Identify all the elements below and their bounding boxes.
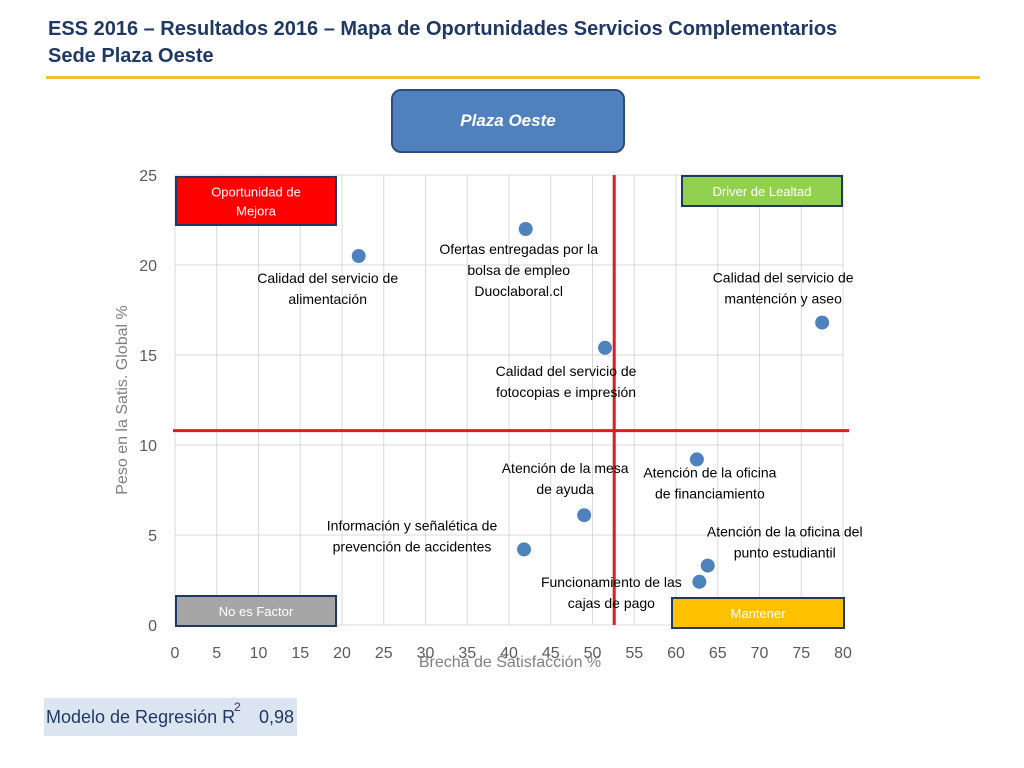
y-tick-label: 5 (148, 528, 157, 545)
point-label: prevención de accidentes (333, 538, 492, 554)
quadrant-no-es-factor-label: No es Factor (219, 604, 294, 619)
point-label: Duoclaboral.cl (474, 283, 563, 299)
y-tick-label: 20 (139, 258, 157, 275)
x-tick-label: 55 (625, 645, 643, 662)
point-label: alimentación (288, 291, 367, 307)
point-label: Atención de la mesa (502, 460, 629, 476)
y-tick-label: 25 (139, 168, 157, 185)
x-tick-label: 40 (500, 645, 518, 662)
point-label: Ofertas entregadas por la (439, 241, 598, 257)
quadrant-oportunidad-de-mejora-label: Mejora (236, 204, 277, 219)
x-tick-label: 70 (751, 645, 769, 662)
y-tick-label: 0 (148, 618, 157, 635)
x-tick-label: 50 (584, 645, 602, 662)
title-line-1: ESS 2016 – Resultados 2016 – Mapa de Opo… (48, 18, 838, 40)
x-tick-label: 0 (171, 645, 180, 662)
data-point (577, 508, 592, 523)
point-label: bolsa de empleo (467, 262, 570, 278)
x-axis-title: Brecha de Satisfacción % (419, 654, 601, 671)
data-point (518, 222, 533, 236)
quadrant-oportunidad-de-mejora-label: Oportunidad de (211, 185, 301, 200)
data-point (689, 452, 704, 467)
data-point (598, 340, 613, 355)
quadrant-mantener (671, 597, 845, 629)
point-label: fotocopias e impresión (496, 384, 636, 400)
point-label: de ayuda (536, 481, 594, 497)
x-tick-label: 20 (333, 645, 351, 662)
x-tick-label: 80 (834, 645, 852, 662)
y-tick-label: 15 (139, 348, 157, 365)
data-point (351, 249, 366, 263)
data-point (815, 315, 830, 330)
plaza-oeste-button[interactable]: Plaza Oeste (391, 89, 625, 153)
x-tick-label: 60 (667, 645, 685, 662)
point-label: Atención de la oficina del (707, 524, 863, 540)
x-tick-label: 10 (250, 645, 268, 662)
point-label: Atención de la oficina (643, 464, 776, 480)
x-tick-label: 45 (542, 645, 560, 662)
x-tick-label: 35 (458, 645, 476, 662)
quadrant-mantener-label: Mantener (731, 606, 787, 621)
x-tick-label: 30 (417, 645, 435, 662)
title-rule (46, 76, 980, 79)
point-label: de financiamiento (655, 485, 765, 501)
y-tick-label: 10 (139, 438, 157, 455)
x-tick-label: 5 (212, 645, 221, 662)
regression-value: 0,98 (259, 707, 295, 727)
data-point (700, 558, 715, 573)
point-label: Funcionamiento de las (541, 574, 682, 590)
regression-superscript: 2 (234, 700, 241, 714)
quadrant-oportunidad-de-mejora (175, 176, 337, 226)
x-tick-label: 75 (792, 645, 810, 662)
data-point (692, 574, 707, 589)
point-label: cajas de pago (568, 595, 655, 611)
point-label: Calidad del servicio de (257, 270, 398, 286)
title-line-2: Sede Plaza Oeste (48, 45, 214, 67)
point-label: Información y señalética de (327, 517, 498, 533)
quadrant-driver-de-lealtad-label: Driver de Lealtad (713, 184, 812, 199)
x-tick-label: 25 (375, 645, 393, 662)
y-axis-title: Peso en la Satis. Global % (114, 305, 131, 494)
regression-box: Modelo de Regresión R 2 0,98 (44, 698, 297, 736)
point-label: mantención y aseo (724, 291, 842, 307)
point-label: punto estudiantil (734, 545, 836, 561)
x-tick-label: 65 (709, 645, 727, 662)
quadrant-driver-de-lealtad (681, 175, 843, 207)
x-tick-label: 15 (291, 645, 309, 662)
page-title: ESS 2016 – Resultados 2016 – Mapa de Opo… (48, 16, 978, 70)
point-label: Calidad del servicio de (496, 363, 637, 379)
quadrant-no-es-factor (175, 595, 337, 627)
point-label: Calidad del servicio de (713, 270, 854, 286)
regression-label: Modelo de Regresión R (46, 707, 236, 727)
data-point (517, 542, 532, 557)
